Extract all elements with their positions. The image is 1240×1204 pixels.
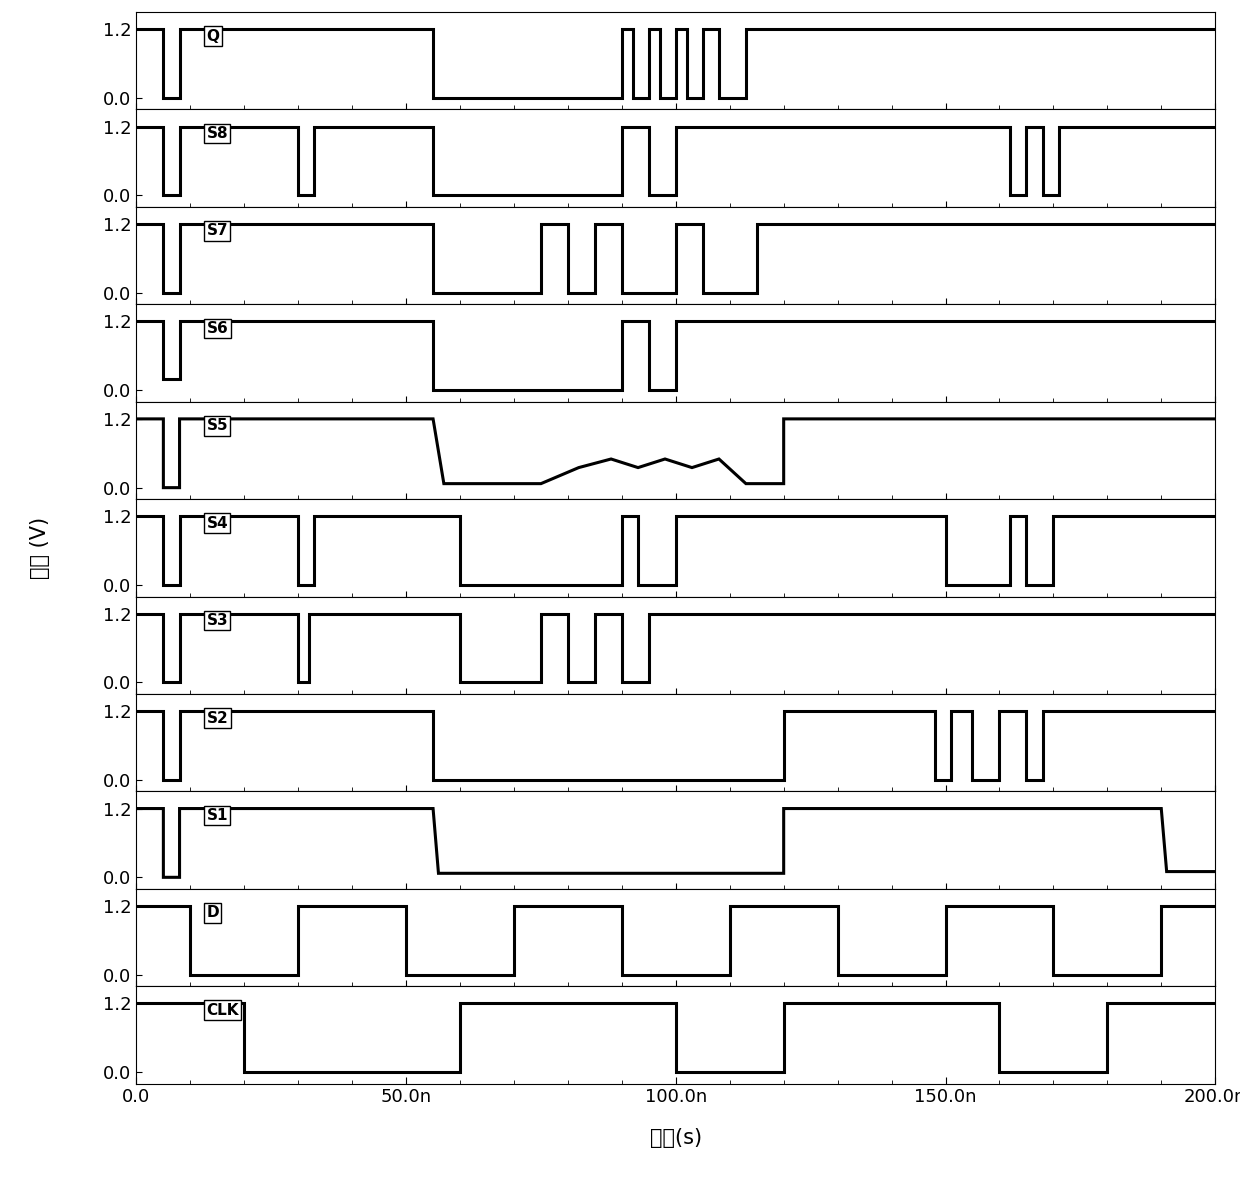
Text: S7: S7 bbox=[207, 224, 228, 238]
Text: 电压 (V): 电压 (V) bbox=[30, 517, 50, 579]
Text: S8: S8 bbox=[207, 126, 228, 141]
Text: S5: S5 bbox=[207, 418, 228, 433]
Text: D: D bbox=[207, 905, 219, 920]
Text: S2: S2 bbox=[207, 710, 228, 726]
Text: S3: S3 bbox=[207, 613, 228, 628]
Text: S4: S4 bbox=[207, 515, 228, 531]
Text: S6: S6 bbox=[207, 320, 228, 336]
Text: CLK: CLK bbox=[207, 1003, 239, 1017]
Text: S1: S1 bbox=[207, 808, 228, 822]
Text: Q: Q bbox=[207, 29, 219, 43]
Text: 时间(s): 时间(s) bbox=[650, 1128, 702, 1147]
